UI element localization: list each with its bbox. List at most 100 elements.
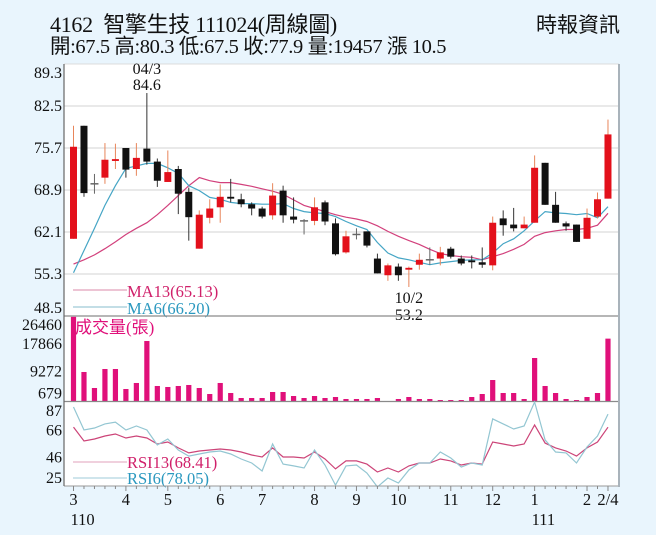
candle-body [311, 207, 319, 221]
volume-axis-label: 9272 [30, 364, 62, 381]
price-axis-label: 62.1 [34, 224, 62, 241]
volume-bar [270, 392, 276, 402]
candle-body [499, 218, 507, 226]
candle-body [332, 223, 339, 255]
rsi-axis-label: 46 [46, 450, 62, 467]
price-axis-label: 82.5 [34, 98, 62, 115]
volume-bar [353, 399, 360, 402]
candle [447, 246, 455, 259]
candle-body [373, 258, 381, 274]
candle [237, 193, 245, 208]
month-label: 9 [352, 490, 360, 509]
candle-body [227, 196, 235, 199]
candle-body [342, 236, 350, 253]
candle [216, 184, 224, 223]
volume-bar [112, 368, 119, 402]
month-label: 1 [530, 490, 538, 509]
month-label: 11 [443, 490, 459, 509]
candle-body [195, 214, 203, 249]
candle [373, 253, 381, 274]
candle-body [468, 260, 476, 263]
candle [70, 125, 77, 239]
volume-bar [332, 397, 339, 402]
legend-ma13: MA13(65.13) [73, 282, 218, 301]
candle-body [70, 146, 77, 239]
volume-bar [311, 396, 318, 402]
volume-bar [186, 384, 192, 402]
ohlc-summary: 開:67.5 高:80.3 低:67.5 收:77.9 量:19457 漲 10… [50, 36, 447, 58]
candle [311, 197, 319, 226]
candle [478, 247, 486, 268]
candle [258, 206, 266, 219]
volume-bar [594, 393, 601, 402]
annotation-value: 84.6 [133, 77, 161, 94]
candle-body [541, 162, 549, 205]
price-annotation: 04/384.6 [133, 61, 161, 94]
volume-bar [605, 338, 611, 402]
month-label: 12 [484, 490, 501, 509]
candle [604, 119, 612, 199]
price-axis-label: 55.3 [34, 266, 62, 283]
candle [562, 221, 570, 231]
candle-body [80, 125, 88, 194]
candle [332, 218, 339, 256]
candle-body [405, 267, 413, 270]
volume-bar [364, 399, 370, 402]
candle [279, 185, 287, 223]
candle-body [457, 258, 465, 264]
candle [185, 187, 193, 241]
rsi-axis-label: 25 [46, 470, 62, 487]
candle-body [101, 159, 109, 178]
price-annotation: 10/253.2 [395, 290, 423, 324]
volume-bar [542, 385, 548, 402]
candle [583, 208, 591, 239]
ma6-line [72, 162, 609, 274]
annotation-date: 10/2 [395, 290, 423, 307]
candle-body [604, 134, 612, 199]
volume-bars [70, 316, 611, 402]
volume-bar [144, 341, 150, 402]
candle-body [510, 224, 518, 229]
volume-bar [301, 398, 307, 402]
candle [80, 125, 88, 197]
candle-body [562, 223, 570, 227]
candle [405, 266, 413, 287]
candle-body [489, 222, 497, 266]
candle-body [363, 231, 371, 246]
month-label: 2 [583, 490, 591, 509]
legend-label: MA13(65.13) [127, 282, 218, 301]
candle-body [290, 216, 298, 220]
volume-bar [573, 400, 580, 402]
candlesticks [70, 93, 612, 287]
candle [425, 247, 434, 265]
rsi6-line [72, 400, 609, 488]
rsi-axis-label: 66 [46, 422, 62, 439]
annotation-date: 04/3 [133, 61, 161, 78]
volume-bar [175, 385, 181, 402]
candle [248, 202, 256, 216]
candle [594, 192, 601, 219]
plot-area [64, 64, 619, 486]
volume-bar [374, 398, 381, 402]
candle-body [384, 265, 392, 276]
candle [352, 228, 361, 240]
volume-bar [123, 388, 129, 402]
candle-body [258, 208, 266, 217]
candle-body [520, 224, 528, 229]
candle-body [415, 259, 423, 265]
candle [342, 230, 350, 254]
volume-bar [238, 398, 244, 402]
candle [153, 158, 161, 187]
candle [436, 246, 444, 266]
candle [321, 200, 329, 226]
candle-body [174, 169, 182, 194]
candle [415, 253, 423, 270]
chart-title: 4162 智擎生技 111024(周線圖) [50, 12, 337, 37]
candle [531, 155, 539, 223]
candle-body [531, 167, 539, 223]
volume-bar [196, 387, 202, 402]
volume-axis-label: 26460 [22, 317, 62, 334]
volume-bar [228, 393, 234, 402]
candle [195, 210, 203, 249]
